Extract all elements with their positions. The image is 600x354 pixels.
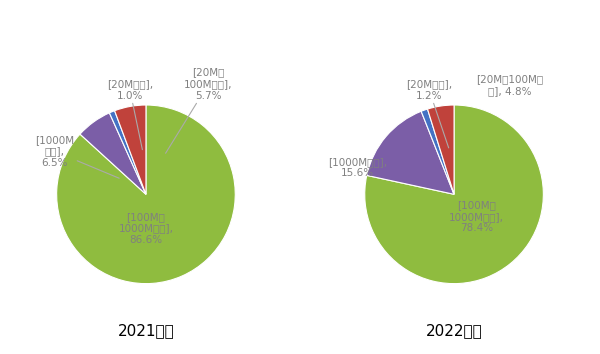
Text: [20M和
100M之间],
5.7%: [20M和 100M之间], 5.7% [166,67,233,153]
Wedge shape [421,109,454,194]
Text: [20M和100M之
间], 4.8%: [20M和100M之 间], 4.8% [476,74,543,96]
Wedge shape [365,105,544,284]
Wedge shape [80,113,146,194]
Text: [1000M
以上],
6.5%: [1000M 以上], 6.5% [35,135,119,178]
Wedge shape [109,111,146,194]
Wedge shape [115,105,146,194]
Text: [20M以下],
1.0%: [20M以下], 1.0% [107,79,153,150]
Text: [100M和
1000M之间],
78.4%: [100M和 1000M之间], 78.4% [449,200,504,233]
Text: [20M以下],
1.2%: [20M以下], 1.2% [406,79,452,148]
Text: [1000M以上],
15.6%: [1000M以上], 15.6% [328,157,387,178]
Title: 2022年末: 2022年末 [425,323,482,338]
Title: 2021年末: 2021年末 [118,323,175,338]
Wedge shape [367,111,454,194]
Wedge shape [428,105,454,194]
Wedge shape [56,105,235,284]
Text: [100M和
1000M之间],
86.6%: [100M和 1000M之间], 86.6% [118,212,173,245]
